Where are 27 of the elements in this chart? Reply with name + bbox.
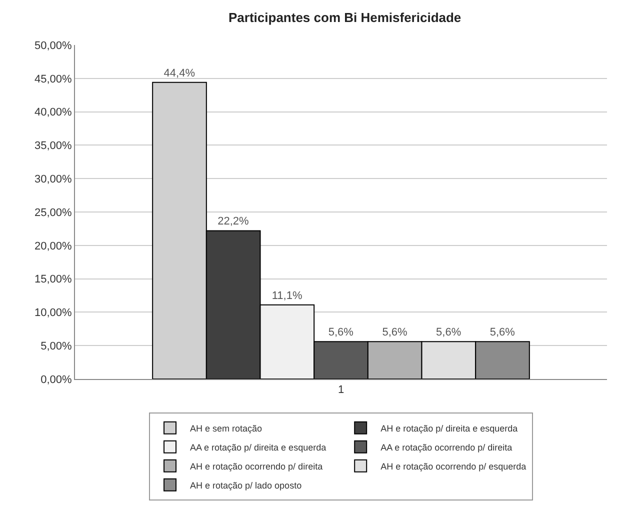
- data-label: 5,6%: [382, 326, 408, 339]
- legend-label: AH e rotação ocorrendo p/ esquerda: [380, 461, 526, 472]
- y-tick-label: 25,00%: [34, 206, 72, 219]
- x-tick-label: 1: [338, 384, 344, 396]
- data-label: 5,6%: [436, 326, 462, 339]
- legend-label: AH e sem rotação: [190, 423, 262, 434]
- legend-label: AA e rotação ocorrendo p/ direita: [380, 442, 512, 452]
- y-tick-label: 50,00%: [34, 40, 72, 52]
- data-label: 44,4%: [164, 67, 196, 80]
- y-tick-label: 0,00%: [40, 374, 72, 386]
- y-tick-label: 15,00%: [34, 274, 72, 286]
- data-label: 11,1%: [272, 290, 302, 302]
- y-tick-label: 20,00%: [34, 240, 72, 252]
- y-tick-label: 40,00%: [34, 106, 72, 119]
- chart-title: Participantes com Bi Hemisfericidade: [228, 10, 462, 25]
- y-tick-label: 5,00%: [40, 340, 72, 352]
- data-label: 5,6%: [328, 326, 354, 339]
- legend-label: AH e rotação p/ lado oposto: [190, 480, 302, 490]
- data-label: 22,2%: [218, 216, 250, 228]
- y-tick-label: 45,00%: [34, 73, 72, 86]
- data-label: 5,6%: [490, 326, 516, 339]
- y-tick-label: 10,00%: [34, 307, 72, 320]
- y-tick-label: 35,00%: [34, 140, 72, 152]
- legend-label: AA e rotação p/ direita e esquerda: [190, 442, 326, 452]
- y-tick-label: 30,00%: [34, 173, 72, 186]
- legend-label: AH e rotação ocorrendo p/ direita: [190, 461, 323, 472]
- legend-label: AH e rotação p/ direita e esquerda: [380, 423, 518, 434]
